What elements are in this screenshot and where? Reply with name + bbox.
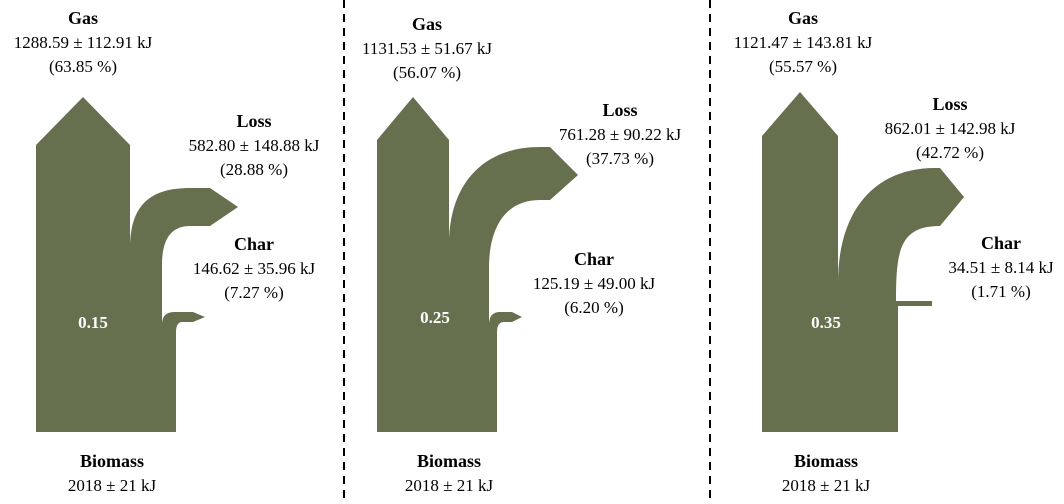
biomass-title: Biomass: [417, 451, 481, 471]
sankey-panel-3: 0.35 Gas 1121.47 ± 143.81 kJ (55.57 %) L…: [734, 8, 1054, 495]
char-title: Char: [574, 249, 614, 269]
loss-value: 862.01 ± 142.98 kJ: [885, 119, 1016, 138]
biomass-value: 2018 ± 21 kJ: [782, 476, 871, 495]
char-percent: (6.20 %): [564, 298, 623, 317]
gas-title: Gas: [788, 8, 818, 28]
gas-value: 1121.47 ± 143.81 kJ: [734, 33, 873, 52]
gas-value: 1288.59 ± 112.91 kJ: [14, 33, 153, 52]
loss-value: 582.80 ± 148.88 kJ: [189, 136, 320, 155]
gas-flow: [36, 97, 238, 432]
char-value: 34.51 ± 8.14 kJ: [948, 258, 1054, 277]
ratio-label: 0.35: [811, 313, 841, 332]
gas-percent: (63.85 %): [49, 57, 117, 76]
gas-flow: [377, 97, 578, 432]
gas-value: 1131.53 ± 51.67 kJ: [362, 39, 492, 58]
sankey-panel-1: 0.15 Gas 1288.59 ± 112.91 kJ (63.85 %) L…: [14, 8, 320, 495]
gas-flow: [762, 92, 964, 432]
loss-title: Loss: [602, 100, 637, 120]
biomass-value: 2018 ± 21 kJ: [68, 476, 157, 495]
loss-title: Loss: [932, 94, 967, 114]
biomass-title: Biomass: [794, 451, 858, 471]
char-title: Char: [234, 234, 274, 254]
char-percent: (7.27 %): [224, 283, 283, 302]
ratio-label: 0.25: [420, 308, 450, 327]
char-title: Char: [981, 233, 1021, 253]
gas-title: Gas: [68, 8, 98, 28]
char-percent: (1.71 %): [971, 282, 1030, 301]
loss-value: 761.28 ± 90.22 kJ: [559, 125, 682, 144]
biomass-value: 2018 ± 21 kJ: [405, 476, 494, 495]
char-value: 146.62 ± 35.96 kJ: [193, 259, 316, 278]
ratio-label: 0.15: [78, 313, 108, 332]
loss-percent: (37.73 %): [586, 149, 654, 168]
loss-title: Loss: [236, 111, 271, 131]
gas-percent: (55.57 %): [769, 57, 837, 76]
biomass-title: Biomass: [80, 451, 144, 471]
gas-percent: (56.07 %): [393, 63, 461, 82]
loss-percent: (28.88 %): [220, 160, 288, 179]
gas-title: Gas: [412, 14, 442, 34]
char-value: 125.19 ± 49.00 kJ: [533, 274, 656, 293]
loss-percent: (42.72 %): [916, 143, 984, 162]
sankey-panel-2: 0.25 Gas 1131.53 ± 51.67 kJ (56.07 %) Lo…: [362, 14, 682, 495]
